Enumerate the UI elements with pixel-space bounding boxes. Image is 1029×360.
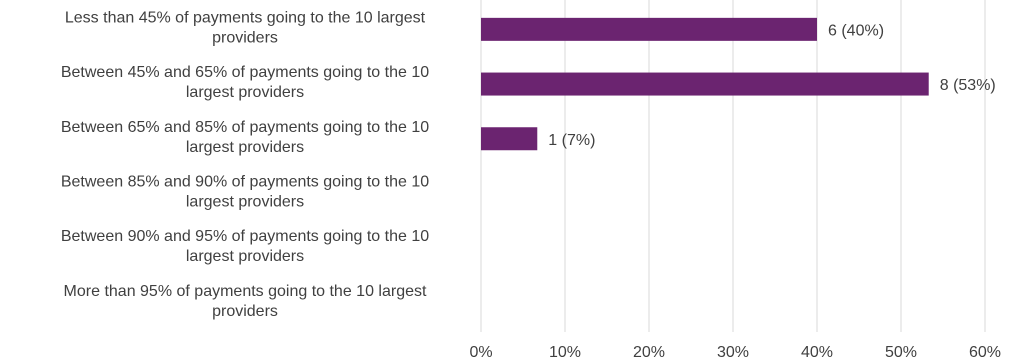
category-label-line: largest providers — [186, 139, 304, 156]
category-label-line: Between 90% and 95% of payments going to… — [61, 228, 429, 245]
category-label: Between 85% and 90% of payments going to… — [61, 173, 429, 210]
x-axis-tick-labels: 0% 10% 20% 30% 40% 50% 60% — [469, 344, 1001, 360]
bars — [481, 17, 929, 151]
x-tick-label: 10% — [549, 344, 581, 360]
category-label-line: largest providers — [186, 248, 304, 265]
data-labels: 6 (40%) 8 (53%) 1 (7%) — [548, 22, 995, 148]
category-label-line: largest providers — [186, 84, 304, 101]
bar — [481, 17, 817, 41]
category-labels: Less than 45% of payments going to the 1… — [61, 9, 429, 320]
data-label: 8 (53%) — [940, 77, 996, 94]
x-tick-label: 0% — [469, 344, 492, 360]
x-tick-label: 40% — [801, 344, 833, 360]
x-tick-label: 20% — [633, 344, 665, 360]
category-label-line: More than 95% of payments going to the 1… — [64, 283, 427, 300]
category-label-line: providers — [212, 303, 278, 320]
x-tick-label: 60% — [969, 344, 1001, 360]
category-label-line: Between 65% and 85% of payments going to… — [61, 119, 429, 136]
category-label: Between 45% and 65% of payments going to… — [61, 64, 429, 101]
category-label-line: Less than 45% of payments going to the 1… — [65, 9, 426, 26]
category-label-line: Between 85% and 90% of payments going to… — [61, 173, 429, 190]
category-label: More than 95% of payments going to the 1… — [64, 283, 427, 320]
bar — [481, 127, 538, 151]
category-label: Between 90% and 95% of payments going to… — [61, 228, 429, 265]
category-label-line: Between 45% and 65% of payments going to… — [61, 64, 429, 81]
category-label: Less than 45% of payments going to the 1… — [65, 9, 426, 46]
data-label: 6 (40%) — [828, 22, 884, 39]
category-label-line: providers — [212, 29, 278, 46]
gridlines — [480, 0, 986, 332]
x-tick-label: 50% — [885, 344, 917, 360]
x-tick-label: 30% — [717, 344, 749, 360]
category-label-line: largest providers — [186, 193, 304, 210]
category-label: Between 65% and 85% of payments going to… — [61, 119, 429, 156]
data-label: 1 (7%) — [548, 132, 595, 149]
bar — [481, 72, 929, 96]
